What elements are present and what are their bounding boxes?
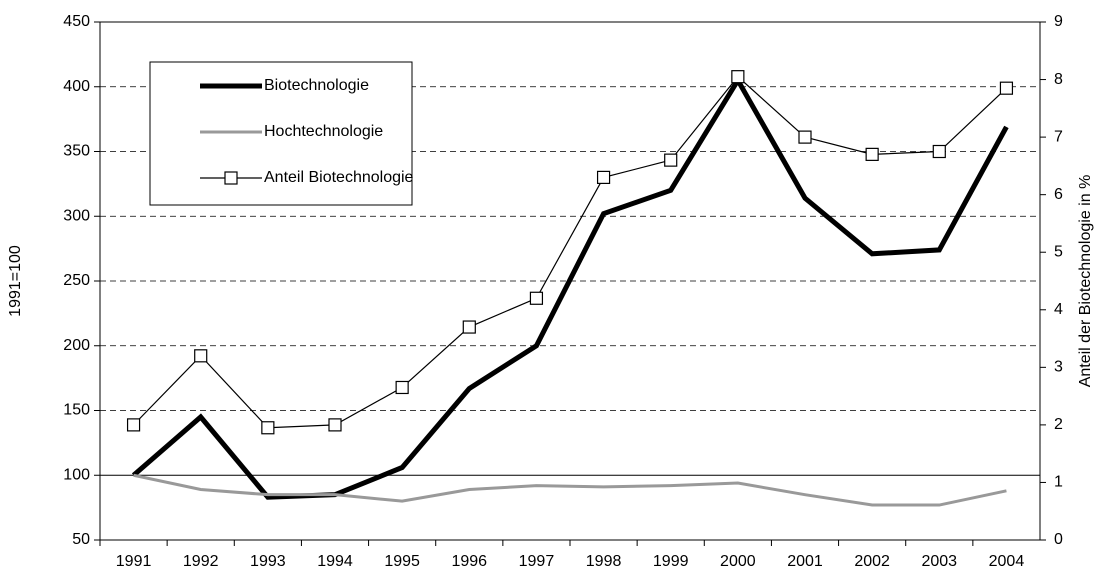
legend-label: Anteil Biotechnologie: [264, 169, 414, 186]
y2-tick-label: 3: [1054, 359, 1063, 376]
x-tick-label: 1996: [451, 553, 487, 570]
y2-tick-label: 5: [1054, 243, 1063, 260]
x-tick-label: 2000: [720, 553, 756, 570]
series-line: [133, 473, 1007, 507]
x-tick-label: 1999: [653, 553, 689, 570]
marker: [731, 70, 745, 84]
legend-label: Hochtechnologie: [264, 123, 383, 140]
marker: [529, 291, 544, 305]
x-tick-label: 2004: [989, 553, 1025, 570]
y-tick-label: 300: [63, 207, 90, 224]
y2-tick-label: 8: [1054, 71, 1063, 88]
marker: [596, 170, 611, 184]
marker: [932, 144, 946, 159]
y-tick-label: 400: [63, 78, 90, 95]
marker: [999, 81, 1014, 95]
series-line: [131, 75, 1009, 500]
y2-tick-label: 2: [1054, 416, 1063, 433]
marker: [126, 418, 141, 432]
x-tick-label: 1998: [586, 553, 622, 570]
x-tick-label: 1995: [384, 553, 420, 570]
marker: [261, 421, 275, 435]
x-tick-label: 1994: [317, 553, 353, 570]
marker: [798, 130, 812, 144]
marker: [865, 147, 879, 161]
marker: [462, 320, 476, 334]
y-tick-label: 450: [63, 13, 90, 30]
y2-axis-label: Anteil der Biotechnologie in %: [1077, 175, 1094, 388]
y2-tick-label: 0: [1054, 531, 1063, 548]
x-tick-label: 2002: [854, 553, 890, 570]
x-tick-label: 2003: [921, 553, 957, 570]
y2-tick-label: 7: [1054, 128, 1063, 145]
marker: [328, 418, 342, 432]
x-tick-label: 2001: [787, 553, 823, 570]
y2-tick-label: 9: [1054, 13, 1063, 30]
x-tick-label: 1992: [183, 553, 219, 570]
x-tick-label: 1993: [250, 553, 286, 570]
y2-tick-label: 6: [1054, 186, 1063, 203]
y-tick-label: 50: [72, 531, 90, 548]
y-tick-label: 150: [63, 402, 90, 419]
marker: [664, 153, 678, 167]
legend-marker: [224, 171, 238, 185]
y-tick-label: 100: [63, 466, 90, 483]
y-axis-label: 1991=100: [7, 245, 24, 317]
y-tick-label: 250: [63, 272, 90, 289]
legend-label: Biotechnologie: [264, 77, 369, 94]
marker: [194, 349, 208, 363]
marker: [395, 380, 409, 395]
x-tick-label: 1997: [519, 553, 555, 570]
y-tick-label: 200: [63, 337, 90, 354]
y2-tick-label: 1: [1054, 474, 1063, 491]
x-tick-label: 1991: [116, 553, 152, 570]
series-line: [133, 75, 1007, 429]
y-tick-label: 350: [63, 143, 90, 160]
legend-box: [149, 61, 413, 206]
y2-tick-label: 4: [1054, 301, 1063, 318]
